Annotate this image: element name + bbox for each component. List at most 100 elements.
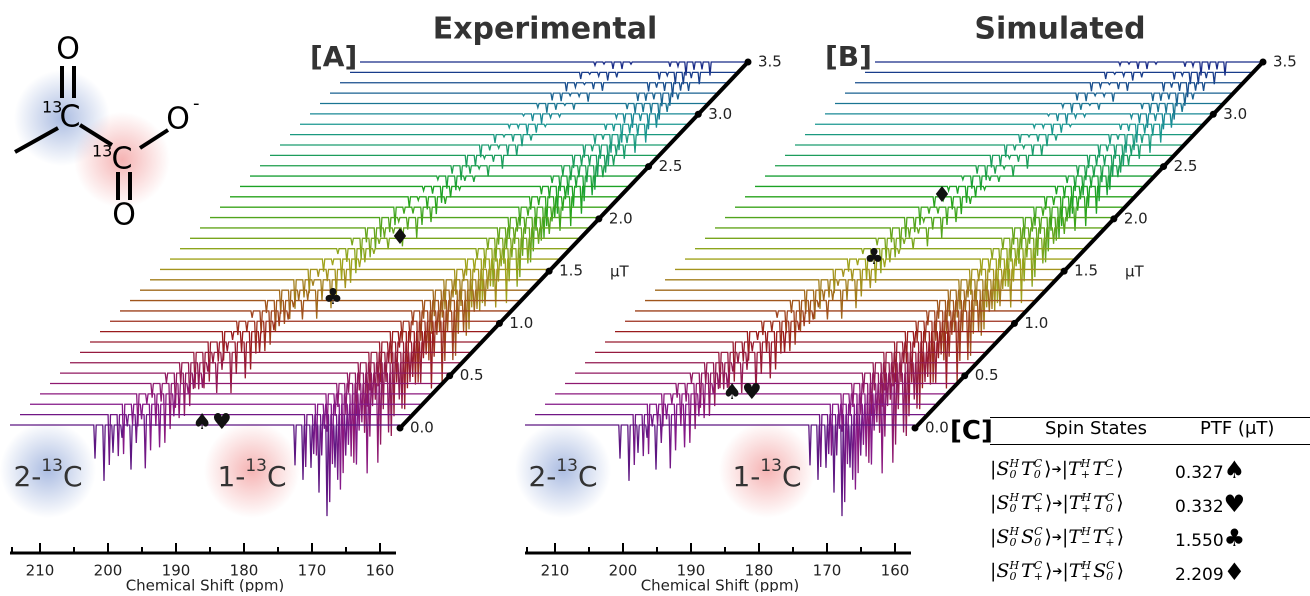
- term: T C +: [1021, 492, 1045, 514]
- site-label: 1-13C: [732, 456, 801, 493]
- spectrum-trace: [30, 403, 420, 490]
- spectrum-trace: [70, 362, 460, 437]
- letter: T: [1068, 560, 1082, 582]
- superscript: C: [1105, 525, 1114, 538]
- spectrum-trace: [735, 206, 1125, 239]
- ptf-cell: 1.550♣: [1175, 524, 1245, 552]
- superscript: C: [1033, 559, 1043, 572]
- site-element: C: [578, 460, 598, 493]
- spectrum-trace: [340, 82, 730, 98]
- spectrum-trace: [535, 413, 925, 503]
- subscript: 0: [1105, 502, 1113, 515]
- field-tick-label: 0.5: [975, 366, 999, 384]
- superscript: C: [1105, 457, 1114, 470]
- letter: T: [1021, 492, 1034, 514]
- field-tick: [1110, 215, 1118, 223]
- marker: ♦: [932, 183, 952, 208]
- ket: | S H 0 S C 0 ⟩: [990, 525, 1052, 549]
- spectrum-trace: [280, 144, 670, 166]
- bonds: [14, 66, 170, 200]
- site-element: C: [267, 460, 287, 493]
- letter: T: [1092, 526, 1106, 548]
- spectrum-trace: [80, 351, 470, 417]
- shift-tick-label: 180: [230, 562, 259, 580]
- field-tick: [1259, 58, 1267, 66]
- site-label: 1-13C: [217, 456, 286, 493]
- spectrum-trace: [615, 331, 1005, 389]
- field-tick: [911, 424, 919, 432]
- subscript: +: [1033, 502, 1043, 515]
- spectrum-trace: [575, 372, 965, 445]
- spectrum-trace: [140, 289, 530, 336]
- superscript: C: [1105, 491, 1115, 504]
- site-prefix: 2-: [13, 460, 41, 493]
- glow: [204, 422, 300, 518]
- spectrum-trace: [805, 133, 1195, 153]
- site-isotope: 13: [556, 456, 578, 476]
- field-tick: [1209, 110, 1217, 118]
- field-tick-label: 1.5: [559, 262, 583, 280]
- arrow: ➔: [1052, 496, 1063, 510]
- spectrum-trace: [270, 154, 660, 177]
- spectrum-trace: [715, 227, 1105, 263]
- spectrum-trace: [625, 320, 1015, 383]
- table: [C] Spin States PTF (μT) | S H 0 T C 0 ⟩ ➔ | T H +…: [950, 410, 1310, 592]
- shift-tick-label: 170: [813, 562, 842, 580]
- letter: S: [1093, 560, 1107, 582]
- superscript: H: [1009, 457, 1020, 470]
- spectrum-trace: [525, 424, 915, 517]
- shift-tick-label: 200: [94, 562, 123, 580]
- rule: [990, 417, 1310, 418]
- spectrum-trace: [655, 289, 1045, 336]
- molecule: O 13 C 13 C O - O: [14, 32, 200, 233]
- panel-title: Simulated: [974, 12, 1145, 47]
- spectrum-trace: [90, 341, 480, 410]
- shift-tick-label: 210: [26, 562, 55, 580]
- subscript: 0: [1033, 468, 1041, 481]
- ket: | S H 0 T C 0 ⟩: [990, 457, 1052, 481]
- subscript: −: [1105, 468, 1115, 481]
- spectrum-trace: [50, 382, 440, 463]
- spectrum-trace: [170, 258, 560, 304]
- spectrum-trace: [585, 362, 975, 437]
- spectrum-trace: [765, 175, 1155, 202]
- spectrum-trace: [705, 237, 1095, 278]
- letter: T: [1021, 458, 1034, 480]
- shift-tick-label: 160: [366, 562, 395, 580]
- site-isotope: 13: [760, 456, 782, 476]
- field-tick-label: 0.0: [410, 419, 434, 437]
- letter: T: [1068, 526, 1082, 548]
- spectrum-trace: [200, 227, 590, 263]
- indices: C −: [1105, 458, 1114, 480]
- shift-tick-label: 190: [677, 562, 706, 580]
- term: T H +: [1068, 458, 1092, 480]
- marker: ♣: [864, 245, 884, 270]
- field-tick: [961, 372, 969, 380]
- field-tick: [545, 267, 553, 275]
- ket: | T H + T C 0 ⟩: [1062, 491, 1124, 515]
- subscript: 0: [1106, 570, 1114, 583]
- subscript: −: [1081, 536, 1091, 549]
- marker: ♠♥: [192, 410, 231, 435]
- panel-label: [A]: [310, 40, 357, 73]
- field-tick: [744, 58, 752, 66]
- spectrum-trace: [360, 61, 750, 76]
- letter: T: [1093, 492, 1106, 514]
- field-tick: [396, 424, 404, 432]
- ptf-value: 2.209: [1175, 565, 1224, 585]
- spectrum-trace: [320, 102, 710, 120]
- atom: O: [112, 198, 136, 233]
- glow: [719, 422, 815, 518]
- arrow: ➔: [1051, 462, 1062, 476]
- ptf-value: 0.327: [1175, 463, 1224, 483]
- site-prefix: 2-: [528, 460, 556, 493]
